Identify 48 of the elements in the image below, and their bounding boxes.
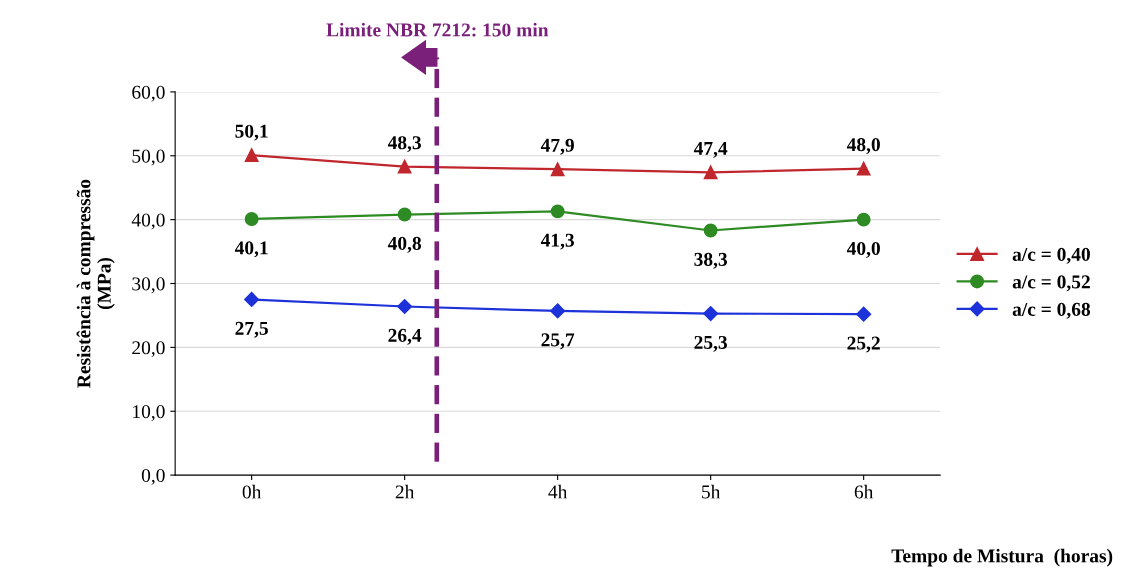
y-tick-label: 40,0 [131, 213, 165, 230]
legend-label: a/c = 0,40 [1012, 247, 1090, 264]
point [550, 303, 566, 319]
y-tick-label: 30,0 [132, 277, 165, 294]
point [703, 165, 718, 180]
data-label: 25,7 [541, 333, 575, 350]
x-tick-label: 5h [702, 484, 721, 499]
x-tick-label: 4h [548, 484, 568, 499]
point [550, 204, 565, 219]
point [856, 161, 871, 176]
point [244, 148, 259, 163]
point [550, 162, 565, 177]
point [703, 305, 719, 322]
data-label: 48,0 [846, 138, 880, 155]
point [703, 223, 718, 238]
y-axis-title: Resistência à compressão (MPa) [76, 179, 115, 388]
y-tick-label: 0,0 [141, 468, 165, 485]
x-tick-label: 6h [854, 484, 874, 499]
data-label: 50,1 [235, 124, 268, 141]
data-label: 25,2 [847, 336, 880, 353]
y-tick-label: 60,0 [132, 85, 165, 102]
legend-label: a/c = 0,68 [1012, 302, 1091, 319]
data-label: 47,4 [693, 142, 728, 158]
data-label: 48,3 [387, 136, 421, 153]
data-label: 25,3 [694, 335, 728, 352]
data-label: 40,1 [234, 241, 268, 258]
data-label: 26,4 [388, 328, 422, 345]
point [856, 212, 871, 227]
y-tick-label: 10,0 [133, 405, 165, 421]
y-tick-label: 20,0 [132, 341, 165, 358]
data-label: 41,3 [540, 233, 574, 250]
data-label: 47,9 [540, 138, 574, 155]
point [244, 291, 260, 308]
data-label: 40,0 [846, 241, 880, 258]
x-axis-title: Tempo de Mistura (horas) [891, 548, 1113, 567]
text: Limite NBR 7212: 150 min [326, 22, 549, 37]
point [397, 207, 412, 222]
point [397, 298, 413, 315]
point [397, 159, 412, 174]
point [244, 212, 259, 226]
data-label: 38,3 [694, 252, 728, 269]
x-tick-label: 2h [395, 484, 415, 499]
point [856, 306, 872, 322]
y-tick-label: 50,0 [132, 149, 165, 166]
x-tick-label: 0h [242, 484, 262, 499]
data-label: 27,5 [235, 321, 268, 338]
legend-label: a/c = 0,52 [1012, 275, 1090, 292]
data-label: 40,8 [387, 236, 422, 253]
